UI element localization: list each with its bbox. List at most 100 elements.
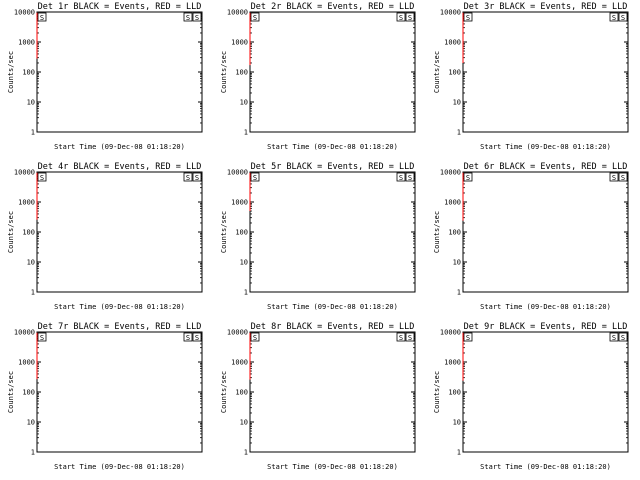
x-axis-label: Start Time (09-Dec-08 01:18:20) <box>267 143 398 151</box>
y-tick-label: 10000 <box>14 169 35 177</box>
panel-2: Det 2r BLACK = Events, RED = LLD 1 10 100 10… <box>220 2 416 151</box>
saa-marker-box <box>250 332 260 342</box>
saa-marker-label: S <box>186 14 190 22</box>
y-tick-label: 100 <box>22 229 35 237</box>
y-axis-label: Counts/sec <box>433 211 441 253</box>
chart-title: Det 2r BLACK = Events, RED = LLD <box>251 2 415 12</box>
x-axis-label: Start Time (09-Dec-08 01:18:20) <box>267 303 398 311</box>
panel-1: Det 1r BLACK = Events, RED = LLD 1 10 100 10… <box>7 2 203 151</box>
saa-marker-label: S <box>253 14 257 22</box>
plot-frame <box>36 11 203 133</box>
saa-marker-label: S <box>621 14 625 22</box>
saa-marker-label: S <box>466 14 470 22</box>
y-tick-label: 10 <box>27 259 35 267</box>
y-tick-label: 1000 <box>231 39 248 47</box>
saa-marker-box <box>37 172 47 182</box>
y-tick-label: 1000 <box>18 199 35 207</box>
panel-3: Det 3r BLACK = Events, RED = LLD 1 10 100 10… <box>433 2 629 151</box>
y-axis-label: Counts/sec <box>220 371 228 413</box>
y-tick-label: 100 <box>22 69 35 77</box>
y-tick-label: 10 <box>453 259 461 267</box>
chart-title: Det 8r BLACK = Events, RED = LLD <box>251 322 415 332</box>
chart-title: Det 1r BLACK = Events, RED = LLD <box>38 2 202 12</box>
y-tick-label: 1 <box>31 129 35 137</box>
saa-marker-label: S <box>408 334 412 342</box>
y-tick-label: 1000 <box>444 199 461 207</box>
chart-title: Det 5r BLACK = Events, RED = LLD <box>251 162 415 172</box>
y-tick-label: 100 <box>235 389 248 397</box>
y-tick-label: 1000 <box>231 359 248 367</box>
y-tick-label: 1 <box>31 289 35 297</box>
x-axis-label: Start Time (09-Dec-08 01:18:20) <box>480 143 611 151</box>
y-tick-label: 1000 <box>444 359 461 367</box>
saa-marker-label: S <box>253 174 257 182</box>
y-tick-label: 10000 <box>440 329 461 337</box>
y-tick-label: 1000 <box>18 39 35 47</box>
plot-frame <box>249 171 416 293</box>
y-axis-label: Counts/sec <box>433 51 441 93</box>
saa-marker-label: S <box>40 174 44 182</box>
y-tick-label: 10 <box>453 99 461 107</box>
saa-marker-box <box>463 172 473 182</box>
saa-marker-label: S <box>466 174 470 182</box>
saa-marker-box <box>37 332 47 342</box>
y-tick-label: 10000 <box>440 9 461 17</box>
saa-marker-box <box>396 12 406 22</box>
y-tick-label: 1 <box>457 289 461 297</box>
x-axis-label: Start Time (09-Dec-08 01:18:20) <box>54 303 185 311</box>
saa-marker-box <box>37 12 47 22</box>
y-tick-label: 1 <box>244 129 248 137</box>
y-tick-label: 10 <box>27 419 35 427</box>
saa-marker-box <box>183 332 193 342</box>
y-tick-label: 10000 <box>227 9 248 17</box>
y-axis-label: Counts/sec <box>7 211 15 253</box>
y-tick-label: 10000 <box>14 329 35 337</box>
saa-marker-label: S <box>399 14 403 22</box>
saa-marker-box <box>192 172 202 182</box>
y-tick-label: 10 <box>240 99 248 107</box>
saa-marker-box <box>405 332 415 342</box>
saa-marker-label: S <box>621 174 625 182</box>
y-axis-label: Counts/sec <box>7 371 15 413</box>
saa-marker-label: S <box>186 334 190 342</box>
y-tick-label: 1 <box>244 449 248 457</box>
saa-marker-box <box>192 332 202 342</box>
plot-frame <box>462 171 629 293</box>
saa-marker-label: S <box>253 334 257 342</box>
y-tick-label: 1000 <box>231 199 248 207</box>
saa-marker-box <box>618 332 628 342</box>
x-axis-label: Start Time (09-Dec-08 01:18:20) <box>480 463 611 471</box>
saa-marker-box <box>609 332 619 342</box>
saa-marker-label: S <box>612 334 616 342</box>
saa-marker-label: S <box>195 174 199 182</box>
y-tick-label: 10000 <box>227 329 248 337</box>
saa-marker-box <box>250 172 260 182</box>
saa-marker-label: S <box>195 14 199 22</box>
saa-marker-box <box>192 12 202 22</box>
panel-9: Det 9r BLACK = Events, RED = LLD 1 10 100 10… <box>433 322 629 471</box>
y-tick-label: 10000 <box>14 9 35 17</box>
y-tick-label: 100 <box>22 389 35 397</box>
panel-4: Det 4r BLACK = Events, RED = LLD 1 10 100 10… <box>7 162 203 311</box>
chart-title: Det 9r BLACK = Events, RED = LLD <box>464 322 628 332</box>
panel-7: Det 7r BLACK = Events, RED = LLD 1 10 100 10… <box>7 322 203 471</box>
saa-marker-label: S <box>40 14 44 22</box>
plot-frame <box>249 331 416 453</box>
y-tick-label: 100 <box>448 389 461 397</box>
y-tick-label: 10 <box>240 419 248 427</box>
y-tick-label: 1 <box>457 449 461 457</box>
y-tick-label: 10 <box>453 419 461 427</box>
y-tick-label: 1 <box>31 449 35 457</box>
chart-title: Det 3r BLACK = Events, RED = LLD <box>464 2 628 12</box>
y-tick-label: 10000 <box>440 169 461 177</box>
y-tick-label: 100 <box>235 69 248 77</box>
panel-6: Det 6r BLACK = Events, RED = LLD 1 10 100 10… <box>433 162 629 311</box>
x-axis-label: Start Time (09-Dec-08 01:18:20) <box>54 143 185 151</box>
y-tick-label: 100 <box>448 229 461 237</box>
y-tick-label: 10000 <box>227 169 248 177</box>
saa-marker-label: S <box>466 334 470 342</box>
saa-marker-box <box>405 172 415 182</box>
saa-marker-box <box>618 12 628 22</box>
y-axis-label: Counts/sec <box>220 211 228 253</box>
